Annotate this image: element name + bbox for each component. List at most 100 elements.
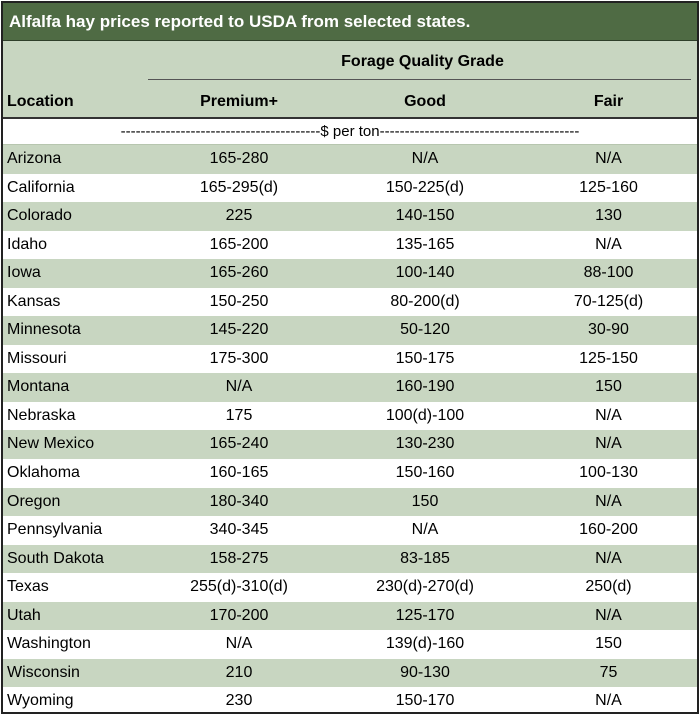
- good-cell: 150-175: [395, 349, 455, 367]
- good-cell: 80-200(d): [390, 292, 460, 310]
- fair-cell: N/A: [595, 692, 622, 710]
- premium-cell: 170-200: [209, 606, 269, 624]
- table-row: South Dakota 158-275 83-185 N/A: [3, 544, 697, 574]
- premium-cell: N/A: [225, 635, 253, 653]
- table-row: Pennsylvania 340-345 N/A 160-200: [3, 516, 697, 545]
- table-row: Iowa 165-260 100-140 88-100: [3, 259, 697, 288]
- fair-cell: N/A: [595, 606, 622, 624]
- good-cell: 150-225(d): [385, 178, 465, 196]
- premium-cell: 340-345: [209, 521, 269, 539]
- premium-cell: 165-295(d): [199, 178, 279, 196]
- fair-cell: N/A: [595, 435, 622, 453]
- premium-cell: 160-165: [209, 464, 269, 482]
- location-cell: Kansas: [7, 292, 61, 310]
- location-column-header: Location: [7, 93, 74, 110]
- good-cell: 100(d)-100: [385, 406, 465, 424]
- table-body: Arizona 165-280 N/A N/A California 165-295(d)…: [3, 145, 697, 712]
- location-cell: Pennsylvania: [7, 521, 103, 539]
- premium-cell: 180-340: [209, 492, 269, 510]
- location-cell: New Mexico: [7, 435, 95, 453]
- good-cell: 140-150: [395, 207, 455, 225]
- fair-column-header: Fair: [593, 93, 624, 110]
- table-row: New Mexico 165-240 130-230 N/A: [3, 430, 697, 460]
- table-row: Washington N/A 139(d)-160 150: [3, 630, 697, 659]
- good-cell: 130-230: [395, 435, 455, 453]
- good-cell: 150-170: [395, 692, 455, 710]
- location-cell: Iowa: [7, 264, 41, 282]
- location-cell: Oklahoma: [7, 464, 80, 482]
- fair-cell: 125-150: [579, 349, 638, 367]
- fair-cell: 88-100: [583, 264, 634, 282]
- fair-cell: N/A: [595, 549, 622, 567]
- premium-cell: 255(d)-310(d): [190, 578, 288, 596]
- premium-cell: 165-240: [209, 435, 269, 453]
- location-cell: Wyoming: [7, 692, 74, 710]
- good-column-header: Good: [404, 93, 446, 110]
- table-title: Alfalfa hay prices reported to USDA from…: [3, 3, 697, 41]
- good-cell: 150: [411, 492, 439, 510]
- table-row: Minnesota 145-220 50-120 30-90: [3, 316, 697, 345]
- table-row: Montana N/A 160-190 150: [3, 373, 697, 402]
- premium-cell: 158-275: [209, 549, 269, 567]
- table-row: Arizona 165-280 N/A N/A: [3, 145, 697, 174]
- premium-cell: 145-220: [209, 321, 269, 339]
- location-cell: Arizona: [7, 150, 62, 167]
- good-cell: 125-170: [395, 606, 455, 624]
- location-cell: Wisconsin: [7, 663, 80, 681]
- premium-cell: 225: [225, 207, 253, 225]
- fair-cell: N/A: [595, 150, 622, 167]
- table-row: Nebraska 175 100(d)-100 N/A: [3, 401, 697, 431]
- table-row: Wisconsin 210 90-130 75: [3, 658, 697, 688]
- location-cell: Colorado: [7, 207, 72, 225]
- fair-cell: 125-160: [579, 178, 638, 196]
- fair-cell: N/A: [595, 406, 622, 424]
- location-cell: Minnesota: [7, 321, 81, 339]
- fair-cell: 100-130: [579, 464, 638, 482]
- good-cell: 100-140: [395, 264, 455, 282]
- location-cell: Montana: [7, 378, 70, 396]
- premium-cell: 210: [225, 663, 253, 681]
- location-cell: California: [7, 178, 75, 196]
- table-row: Texas 255(d)-310(d) 230(d)-270(d) 250(d): [3, 573, 697, 602]
- premium-cell: 175: [225, 406, 253, 424]
- fair-cell: 75: [599, 663, 618, 681]
- premium-cell: 165-260: [209, 264, 269, 282]
- location-cell: Nebraska: [7, 406, 76, 424]
- units-label: ----------------------------------------…: [3, 119, 697, 145]
- fair-cell: 250(d): [585, 578, 632, 596]
- fair-cell: 160-200: [579, 521, 638, 539]
- table-row: Oregon 180-340 150 N/A: [3, 487, 697, 517]
- location-cell: South Dakota: [7, 549, 104, 567]
- good-cell: 83-185: [400, 549, 450, 567]
- good-cell: 160-190: [395, 378, 455, 396]
- fair-cell: N/A: [595, 235, 622, 253]
- premium-cell: N/A: [225, 378, 253, 396]
- premium-column-header: Premium+: [200, 93, 278, 110]
- good-cell: N/A: [411, 521, 439, 539]
- table-row: Colorado 225 140-150 130: [3, 202, 697, 231]
- location-cell: Washington: [7, 635, 91, 653]
- table-row: Kansas 150-250 80-200(d) 70-125(d): [3, 287, 697, 317]
- premium-cell: 165-280: [209, 150, 269, 167]
- fair-cell: 150: [595, 378, 622, 396]
- location-cell: Oregon: [7, 492, 61, 510]
- location-cell: Utah: [7, 606, 41, 624]
- good-cell: 230(d)-270(d): [376, 578, 474, 596]
- table-row: Idaho 165-200 135-165 N/A: [3, 230, 697, 260]
- fair-cell: 150: [595, 635, 622, 653]
- table-row: Wyoming 230 150-170 N/A: [3, 687, 697, 712]
- location-cell: Texas: [7, 578, 49, 596]
- good-cell: 139(d)-160: [385, 635, 465, 653]
- premium-cell: 165-200: [209, 235, 269, 253]
- fair-cell: 130: [595, 207, 622, 225]
- premium-cell: 150-250: [209, 292, 269, 310]
- table-row: Oklahoma 160-165 150-160 100-130: [3, 459, 697, 488]
- fair-cell: 30-90: [588, 321, 629, 339]
- fair-cell: 70-125(d): [573, 292, 644, 310]
- good-cell: 50-120: [400, 321, 450, 339]
- good-cell: 150-160: [395, 464, 455, 482]
- premium-cell: 230: [225, 692, 253, 710]
- good-cell: 135-165: [395, 235, 455, 253]
- table-row: California 165-295(d) 150-225(d) 125-160: [3, 173, 697, 203]
